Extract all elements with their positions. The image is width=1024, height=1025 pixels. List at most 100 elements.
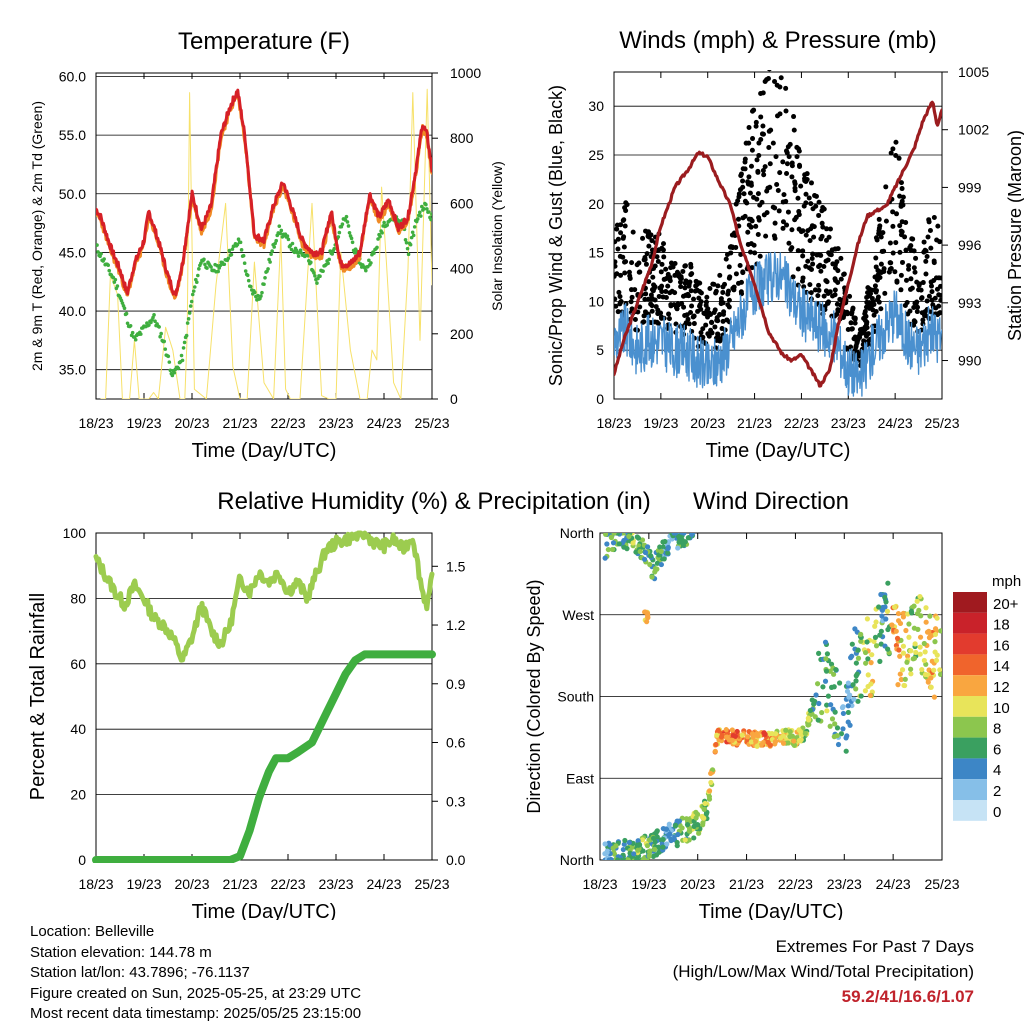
direction-point xyxy=(879,613,885,619)
dewpoint-point xyxy=(364,268,368,273)
direction-point xyxy=(691,823,697,829)
direction-point xyxy=(758,742,764,748)
gust-point xyxy=(628,287,634,293)
gust-point xyxy=(857,327,863,333)
chart-title: Temperature (F) xyxy=(178,28,350,55)
y2-tick-label: 1005 xyxy=(958,64,989,80)
gust-point xyxy=(748,224,754,230)
dewpoint-point xyxy=(404,240,409,245)
gust-point xyxy=(663,288,669,294)
gust-point xyxy=(746,124,752,130)
gust-point xyxy=(894,211,900,217)
legend-label: 16 xyxy=(993,637,1010,654)
gust-point xyxy=(617,294,623,300)
dewpoint-point xyxy=(253,290,257,295)
legend-label: 12 xyxy=(993,679,1010,696)
direction-point xyxy=(900,650,907,656)
dewpoint-point xyxy=(350,240,355,245)
gust-point xyxy=(914,279,920,285)
dewpoint-point xyxy=(188,304,193,308)
dewpoint-point xyxy=(239,248,244,252)
dewpoint-point xyxy=(411,233,416,238)
gust-point xyxy=(903,247,909,253)
legend-label: 4 xyxy=(993,762,1001,779)
direction-point xyxy=(858,638,864,644)
dewpoint-point xyxy=(256,293,260,298)
direction-point xyxy=(928,633,934,639)
y2-tick-label: 990 xyxy=(958,353,982,369)
gust-point xyxy=(922,309,928,315)
dewpoint-point xyxy=(266,267,270,271)
y-tick-label: 15 xyxy=(588,245,604,261)
direction-point xyxy=(868,660,874,666)
direction-point xyxy=(927,613,933,619)
direction-point xyxy=(913,649,919,656)
direction-point xyxy=(682,539,688,545)
gust-point xyxy=(694,287,700,293)
gust-point xyxy=(795,266,801,272)
gust-point xyxy=(742,213,748,219)
gust-point xyxy=(893,240,899,246)
gust-point xyxy=(743,140,749,146)
legend-label: 10 xyxy=(993,700,1010,717)
dewpoint-point xyxy=(196,273,200,278)
gust-point xyxy=(735,280,741,286)
direction-point xyxy=(905,653,911,659)
gust-point xyxy=(815,293,821,299)
dewpoint-point xyxy=(182,340,187,345)
gust-point xyxy=(909,236,915,242)
gust-point xyxy=(652,263,658,269)
gust-point xyxy=(741,191,747,197)
gust-point xyxy=(674,306,680,312)
gust-point xyxy=(810,261,816,267)
direction-point xyxy=(862,649,869,656)
gust-point xyxy=(726,297,732,303)
direction-point xyxy=(657,544,663,550)
direction-point xyxy=(834,732,840,739)
gust-point xyxy=(618,230,624,236)
gust-point xyxy=(938,297,942,303)
direction-point xyxy=(713,741,719,748)
gust-point xyxy=(767,161,773,167)
direction-point xyxy=(865,656,871,662)
gust-point xyxy=(682,285,688,291)
wind-direction-panel: North East South West North Direction (Colore… xyxy=(524,488,960,920)
dewpoint-point xyxy=(346,224,351,228)
direction-point xyxy=(832,721,838,727)
gust-point xyxy=(773,154,779,160)
dewpoint-point xyxy=(269,252,273,257)
gust-point xyxy=(641,313,647,319)
gust-point xyxy=(821,263,827,269)
gust-point xyxy=(900,259,906,265)
gust-point xyxy=(834,311,840,317)
gust-point xyxy=(700,326,706,332)
legend-swatch xyxy=(953,592,987,613)
direction-point xyxy=(921,657,927,664)
gust-point xyxy=(890,209,896,215)
dewpoint-point xyxy=(222,262,227,267)
gust-point xyxy=(678,284,684,290)
gust-point xyxy=(848,344,854,350)
y2-tick-label: 993 xyxy=(958,295,982,311)
gust-point xyxy=(837,296,843,302)
gust-point xyxy=(898,180,904,186)
x-tick-label: 24/23 xyxy=(366,415,401,431)
gust-point xyxy=(794,154,800,160)
direction-point xyxy=(878,628,884,634)
gust-point xyxy=(881,248,887,254)
gust-point xyxy=(813,203,819,209)
dewpoint-point xyxy=(166,354,171,359)
gust-point xyxy=(617,253,623,259)
gust-point xyxy=(756,152,762,158)
dewpoint-point xyxy=(380,231,384,235)
direction-point xyxy=(701,806,707,812)
gust-point xyxy=(881,266,887,272)
gust-point xyxy=(823,258,829,264)
y-tick-label: North xyxy=(560,525,594,541)
direction-point xyxy=(644,843,651,849)
gust-point xyxy=(707,286,713,292)
direction-point xyxy=(844,688,851,694)
gust-point xyxy=(835,246,841,252)
gust-point xyxy=(646,279,652,285)
gust-point xyxy=(658,269,664,275)
